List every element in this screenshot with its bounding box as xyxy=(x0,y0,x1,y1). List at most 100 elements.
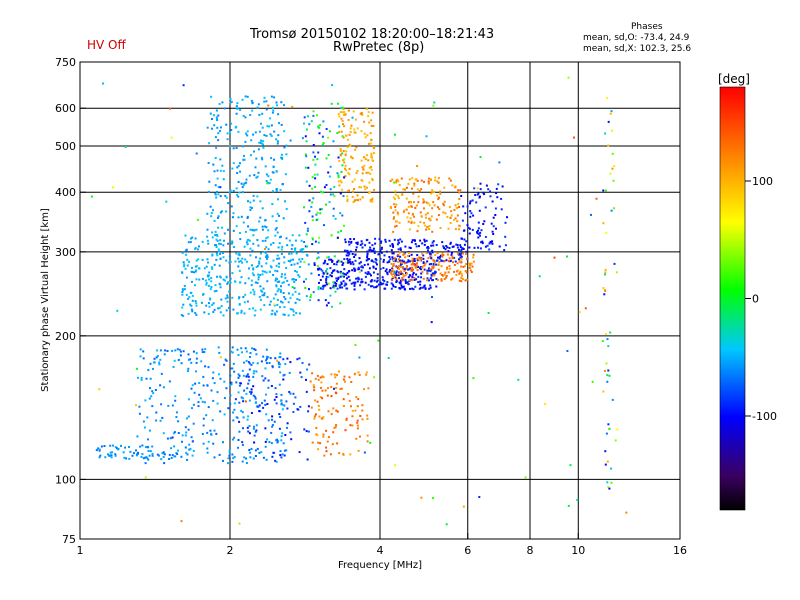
echo-point xyxy=(176,348,179,351)
echo-point xyxy=(213,382,216,385)
echo-point xyxy=(417,201,420,204)
echo-point xyxy=(419,221,422,224)
echo-point xyxy=(201,400,204,403)
echo-point xyxy=(340,260,343,263)
echo-point xyxy=(335,277,338,280)
echo-point xyxy=(294,248,296,251)
echo-point xyxy=(465,252,467,255)
echo-point xyxy=(344,429,347,432)
echo-point xyxy=(249,206,252,209)
echo-point xyxy=(279,356,282,359)
echo-point xyxy=(338,284,341,287)
echo-point xyxy=(231,216,234,219)
echo-point xyxy=(346,257,349,260)
echo-point xyxy=(462,278,464,281)
echo-point xyxy=(292,258,295,261)
echo-point xyxy=(378,238,381,241)
echo-point xyxy=(195,370,197,373)
echo-point xyxy=(179,354,182,357)
echo-point xyxy=(404,245,407,248)
echo-point xyxy=(198,245,200,248)
echo-point xyxy=(225,210,228,213)
echo-point xyxy=(357,371,360,374)
echo-point xyxy=(358,186,361,189)
echo-point xyxy=(353,285,356,287)
echo-point xyxy=(367,171,370,174)
echo-point xyxy=(455,206,458,209)
echo-point xyxy=(615,271,618,274)
echo-point xyxy=(310,206,313,208)
echo-point xyxy=(431,189,434,192)
echo-point xyxy=(356,194,359,197)
echo-point xyxy=(307,115,309,118)
echo-point xyxy=(320,190,322,193)
echo-point xyxy=(267,248,270,251)
echo-point xyxy=(436,278,439,281)
echo-point xyxy=(276,441,279,444)
echo-point xyxy=(305,140,308,143)
echo-point xyxy=(439,190,442,193)
echo-point xyxy=(155,411,158,414)
echo-point xyxy=(444,271,447,274)
echo-point xyxy=(414,266,417,269)
echo-point xyxy=(482,191,485,194)
echo-point xyxy=(269,178,272,181)
echo-point xyxy=(407,205,410,208)
echo-point xyxy=(427,249,429,252)
echo-point xyxy=(281,245,284,248)
echo-point xyxy=(340,270,342,273)
echo-point xyxy=(241,351,243,354)
echo-point xyxy=(280,275,283,278)
echo-point xyxy=(433,265,435,268)
echo-point xyxy=(479,182,482,185)
echo-point xyxy=(168,458,171,460)
echo-point xyxy=(261,270,264,273)
echo-point xyxy=(484,245,487,248)
echo-point xyxy=(397,248,400,251)
echo-point xyxy=(308,199,311,202)
echo-point xyxy=(212,442,215,445)
echo-point xyxy=(116,309,119,312)
echo-point xyxy=(460,276,463,279)
echo-point xyxy=(256,282,259,284)
echo-point xyxy=(468,246,471,249)
echo-point xyxy=(347,270,350,273)
echo-point xyxy=(257,103,260,106)
echo-point xyxy=(216,177,219,180)
echo-point xyxy=(333,387,335,390)
echo-point xyxy=(269,270,271,273)
echo-point xyxy=(164,349,167,352)
echo-point xyxy=(188,296,191,299)
echo-point xyxy=(335,263,338,266)
echo-point xyxy=(355,146,358,149)
echo-point xyxy=(395,225,398,227)
echo-point xyxy=(226,132,229,135)
echo-point xyxy=(243,389,246,392)
echo-point xyxy=(265,362,268,365)
echo-point xyxy=(221,164,224,167)
echo-point xyxy=(198,267,201,270)
echo-point xyxy=(232,362,235,365)
echo-point xyxy=(112,186,114,189)
echo-point xyxy=(460,265,462,268)
echo-point xyxy=(255,429,258,432)
echo-point xyxy=(471,265,474,268)
echo-point xyxy=(334,391,337,394)
echo-point xyxy=(240,215,243,218)
echo-point xyxy=(449,222,452,224)
echo-point xyxy=(399,264,402,267)
echo-point xyxy=(347,119,350,121)
echo-point xyxy=(145,446,147,449)
echo-point xyxy=(209,429,212,432)
echo-point xyxy=(394,464,397,467)
echo-point xyxy=(607,369,610,372)
echo-point xyxy=(299,371,302,374)
echo-point xyxy=(231,351,234,354)
echo-point xyxy=(378,283,380,286)
echo-point xyxy=(405,197,408,200)
echo-point xyxy=(202,384,205,387)
echo-point xyxy=(208,302,210,305)
echo-point xyxy=(194,248,197,250)
echo-point xyxy=(290,438,293,441)
echo-point xyxy=(346,146,349,149)
